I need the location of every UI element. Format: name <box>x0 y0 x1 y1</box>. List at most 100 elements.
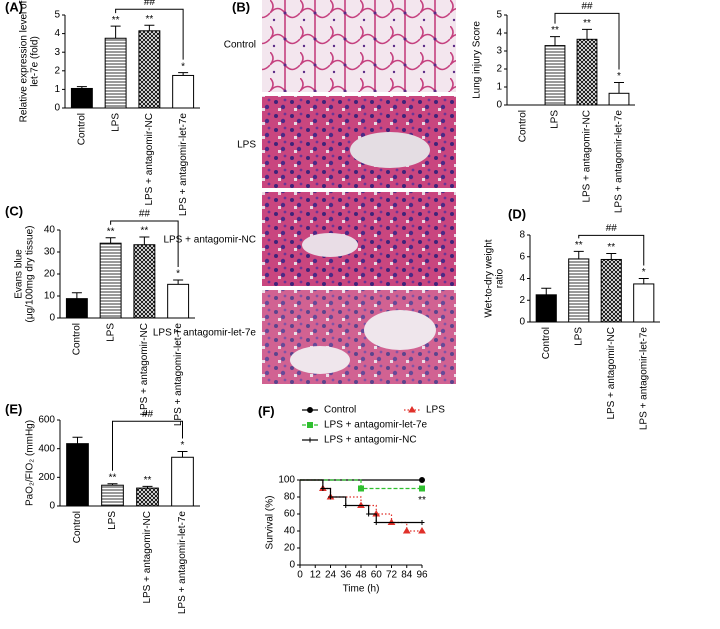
x-tick-label: Control <box>518 110 529 142</box>
bar <box>104 37 127 109</box>
legend-label: LPS + antagomir-let-7e <box>324 420 428 431</box>
x-tick-label: 96 <box>416 570 428 581</box>
legend-marker <box>307 422 313 428</box>
x-tick-label: LPS + antagomir-NC <box>142 511 153 604</box>
significance: ** <box>145 14 153 25</box>
y-tick-label: 0 <box>496 100 502 111</box>
y-tick-label: 6 <box>519 251 525 262</box>
y-tick-label: 4 <box>496 28 502 39</box>
y-tick-label: 2 <box>54 65 60 76</box>
x-tick-label: Control <box>72 323 83 355</box>
y-tick-label: 200 <box>38 472 55 483</box>
image-label: LPS + antagomir-let-7e <box>153 328 257 339</box>
x-tick-label: LPS + antagomir-let-7e <box>614 110 625 214</box>
x-tick-label: Control <box>72 511 83 543</box>
error-bar <box>582 28 592 40</box>
error-bar <box>178 72 189 76</box>
survival-line <box>300 479 422 490</box>
marker <box>358 485 364 492</box>
legend-label: LPS + antagomir-NC <box>324 435 417 446</box>
marker <box>418 527 426 534</box>
error-bar <box>606 252 617 260</box>
x-tick-label: LPS + antagomir-NC <box>139 323 150 416</box>
error-bar <box>614 82 624 94</box>
error-bar <box>573 250 584 259</box>
y-tick-label: 60 <box>284 509 296 520</box>
x-tick-label: LPS <box>550 110 561 129</box>
marker <box>402 527 411 534</box>
significance: ** <box>112 15 120 26</box>
y-axis-label: let-7e (fold) <box>30 36 41 87</box>
bar <box>167 283 190 319</box>
image-label: Control <box>224 40 256 51</box>
x-tick-label: 72 <box>386 570 398 581</box>
x-tick-label: LPS <box>573 327 584 346</box>
y-axis-label: ratio <box>495 268 506 288</box>
error-bar <box>541 287 552 295</box>
bar <box>576 38 598 106</box>
y-tick-label: 0 <box>49 501 55 512</box>
bar <box>172 74 195 109</box>
significance: * <box>181 440 185 451</box>
y-tick-label: 2 <box>519 295 525 306</box>
error-bar <box>139 236 150 245</box>
x-tick-label: LPS + antagomir-let-7e <box>177 511 188 615</box>
histology-image <box>262 192 456 286</box>
error-bar <box>110 25 121 39</box>
comparison-label: ## <box>144 0 156 8</box>
x-tick-label: 60 <box>371 570 383 581</box>
comparison-label: ## <box>142 409 154 420</box>
marker <box>373 520 379 525</box>
histology-image <box>290 346 350 374</box>
comparison-bracket <box>112 420 183 471</box>
comparison-bracket <box>554 12 620 70</box>
marker <box>328 494 333 500</box>
comparison-label: ## <box>139 209 151 220</box>
bar <box>568 258 590 323</box>
legend-label: LPS <box>426 405 445 416</box>
y-tick-label: 0 <box>49 313 55 324</box>
y-tick-label: 0 <box>289 560 295 571</box>
marker <box>343 503 349 508</box>
panel-label: (E) <box>5 401 22 416</box>
marker <box>419 520 425 525</box>
legend-marker <box>307 407 313 413</box>
error-bar <box>144 24 155 31</box>
y-tick-label: 8 <box>519 230 525 241</box>
y-tick-label: 5 <box>496 10 502 21</box>
error-bar <box>76 86 87 89</box>
histology-image <box>262 0 456 92</box>
y-tick-label: 1 <box>54 84 60 95</box>
significance: * <box>642 267 646 278</box>
bar <box>608 92 630 106</box>
marker <box>366 511 372 517</box>
bar <box>133 244 156 319</box>
y-tick-label: 100 <box>278 475 295 486</box>
x-tick-label: LPS + antagomir-NC <box>144 113 155 206</box>
x-tick-label: LPS + antagomir-let-7e <box>173 323 184 427</box>
y-tick-label: 2 <box>496 64 502 75</box>
x-tick-label: LPS <box>110 113 121 132</box>
y-axis-label: Evans blue <box>14 249 25 299</box>
error-bar <box>177 451 188 458</box>
x-tick-label: 24 <box>325 570 337 581</box>
significance: * <box>181 61 185 72</box>
error-bar <box>638 278 649 284</box>
bar <box>66 443 89 507</box>
comparison-label: ## <box>606 223 618 234</box>
y-axis-label: Wet-to-dry weight <box>484 239 495 317</box>
y-tick-label: 1 <box>496 82 502 93</box>
significance: ** <box>107 226 115 237</box>
y-tick-label: 3 <box>496 46 502 57</box>
panel-label: (B) <box>232 0 250 14</box>
x-tick-label: LPS + antagomir-let-7e <box>638 327 649 431</box>
x-tick-label: 12 <box>310 570 322 581</box>
y-tick-label: 10 <box>44 291 56 302</box>
y-tick-label: 20 <box>44 269 56 280</box>
x-tick-label: 48 <box>355 570 367 581</box>
x-tick-label: LPS + antagomir-NC <box>606 327 617 420</box>
bar <box>99 242 122 319</box>
bar <box>136 487 159 507</box>
bar <box>171 456 194 507</box>
legend-label: Control <box>324 405 356 416</box>
